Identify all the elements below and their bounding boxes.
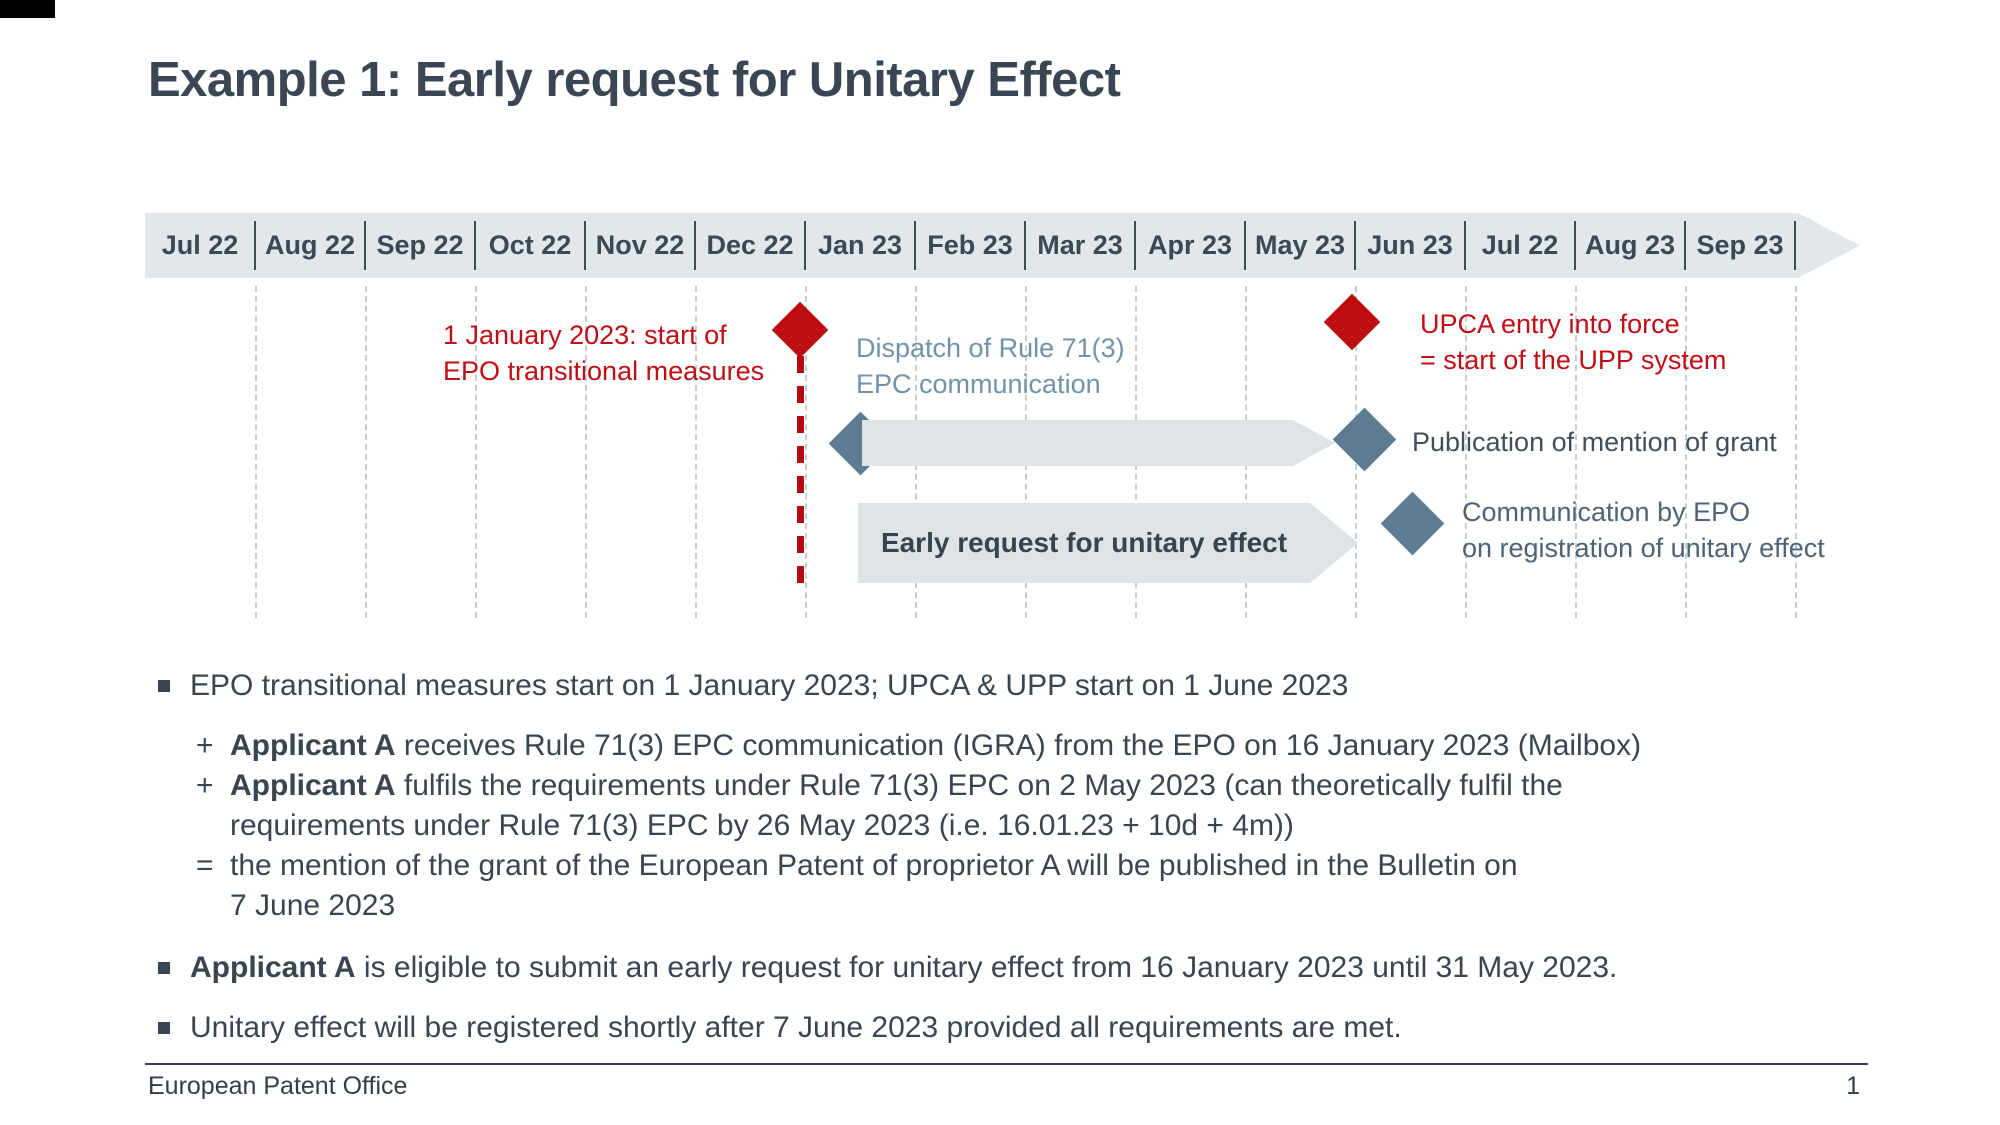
timeline-month: Mar 23	[1025, 213, 1135, 278]
timeline-month: Jul 22	[1465, 213, 1575, 278]
timeline-month: Sep 22	[365, 213, 475, 278]
milestone-label-epo-transitional: 1 January 2023: start of EPO transitiona…	[443, 320, 765, 386]
milestone-label-publication: Publication of mention of grant	[1412, 427, 1777, 457]
bar-early-request-label: Early request for unitary effect	[880, 527, 1288, 558]
bullet-square-icon	[158, 680, 170, 692]
bullet-square-icon	[158, 962, 170, 974]
sub-bullet-item: + Applicant A fulfils the requirements un…	[196, 769, 1563, 802]
bullet-item: Unitary effect will be registered shortl…	[158, 1008, 1402, 1048]
corner-artifact	[0, 0, 55, 18]
month-gridline	[1795, 286, 1797, 618]
footer-page-number: 1	[1846, 1072, 1860, 1100]
footer-organization: European Patent Office	[148, 1072, 408, 1100]
month-gridline	[1685, 286, 1687, 618]
footer-divider	[145, 1063, 1868, 1065]
timeline-month: Aug 22	[255, 213, 365, 278]
month-gridline	[805, 286, 807, 618]
timeline-month: Jan 23	[805, 213, 915, 278]
timeline-month: Jul 22	[145, 213, 255, 278]
milestone-label-dispatch: Dispatch of Rule 71(3) EPC communication	[856, 333, 1125, 399]
month-gridline	[585, 286, 587, 618]
month-gridline	[1575, 286, 1577, 618]
month-gridline	[695, 286, 697, 618]
milestone-diamond-publication	[1332, 407, 1397, 472]
sub-bullet-item: + Applicant A receives Rule 71(3) EPC com…	[196, 729, 1642, 762]
timeline-month: Apr 23	[1135, 213, 1245, 278]
timeline-marker-dashed-line	[797, 356, 804, 594]
timeline-header: Jul 22 Aug 22 Sep 22 Oct 22 Nov 22 Dec 22 Jan …	[145, 213, 1860, 278]
timeline-month: Feb 23	[915, 213, 1025, 278]
bar-rule713-period	[862, 420, 1335, 466]
month-gridline	[365, 286, 367, 618]
timeline-month: Nov 22	[585, 213, 695, 278]
milestone-label-upca: UPCA entry into force = start of the UPP…	[1420, 309, 1727, 375]
bullet-square-icon	[158, 1022, 170, 1034]
timeline-month: Oct 22	[475, 213, 585, 278]
page-title: Example 1: Early request for Unitary Eff…	[148, 53, 1121, 107]
milestone-diamond-upca	[1323, 293, 1381, 351]
bullet-item: Applicant A is eligible to submit an ear…	[158, 948, 1617, 988]
bullet-item: EPO transitional measures start on 1 Jan…	[158, 666, 1348, 706]
month-gridline	[1465, 286, 1467, 618]
month-gridline	[255, 286, 257, 618]
timeline-month: May 23	[1245, 213, 1355, 278]
milestone-diamond-epo-transitional	[771, 301, 829, 359]
bar-early-request: Early request for unitary effect	[858, 503, 1358, 583]
month-gridline	[475, 286, 477, 618]
timeline-month: Dec 22	[695, 213, 805, 278]
sub-bullet-item: = the mention of the grant of the Europea…	[196, 849, 1518, 882]
timeline-month: Aug 23	[1575, 213, 1685, 278]
timeline-month: Jun 23	[1355, 213, 1465, 278]
sub-bullet-item: requirements under Rule 71(3) EPC by 26 …	[230, 809, 1294, 842]
sub-bullet-item: 7 June 2023	[230, 889, 396, 922]
milestone-label-registration: Communication by EPO on registration of …	[1462, 497, 1825, 563]
timeline-month: Sep 23	[1685, 213, 1795, 278]
milestone-diamond-registration	[1380, 491, 1445, 556]
